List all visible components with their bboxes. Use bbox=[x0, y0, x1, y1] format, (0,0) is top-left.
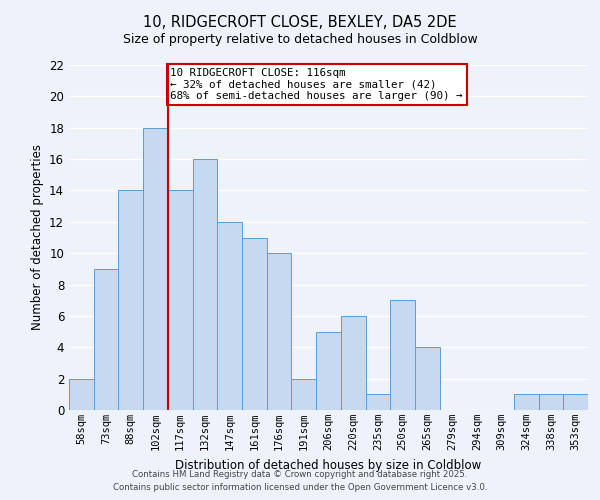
Bar bbox=[168, 190, 193, 410]
Bar bbox=[415, 348, 440, 410]
Bar bbox=[118, 190, 143, 410]
Bar bbox=[292, 378, 316, 410]
X-axis label: Distribution of detached houses by size in Coldblow: Distribution of detached houses by size … bbox=[175, 458, 482, 471]
Bar bbox=[143, 128, 168, 410]
Bar bbox=[316, 332, 341, 410]
Bar bbox=[267, 253, 292, 410]
Text: Contains HM Land Registry data © Crown copyright and database right 2025.: Contains HM Land Registry data © Crown c… bbox=[132, 470, 468, 479]
Bar bbox=[94, 269, 118, 410]
Text: Contains public sector information licensed under the Open Government Licence v3: Contains public sector information licen… bbox=[113, 484, 487, 492]
Y-axis label: Number of detached properties: Number of detached properties bbox=[31, 144, 44, 330]
Bar bbox=[69, 378, 94, 410]
Bar bbox=[390, 300, 415, 410]
Text: Size of property relative to detached houses in Coldblow: Size of property relative to detached ho… bbox=[122, 32, 478, 46]
Bar bbox=[193, 159, 217, 410]
Bar bbox=[563, 394, 588, 410]
Bar bbox=[341, 316, 365, 410]
Bar bbox=[365, 394, 390, 410]
Bar bbox=[539, 394, 563, 410]
Text: 10, RIDGECROFT CLOSE, BEXLEY, DA5 2DE: 10, RIDGECROFT CLOSE, BEXLEY, DA5 2DE bbox=[143, 15, 457, 30]
Text: 10 RIDGECROFT CLOSE: 116sqm
← 32% of detached houses are smaller (42)
68% of sem: 10 RIDGECROFT CLOSE: 116sqm ← 32% of det… bbox=[170, 68, 463, 102]
Bar bbox=[514, 394, 539, 410]
Bar bbox=[217, 222, 242, 410]
Bar bbox=[242, 238, 267, 410]
